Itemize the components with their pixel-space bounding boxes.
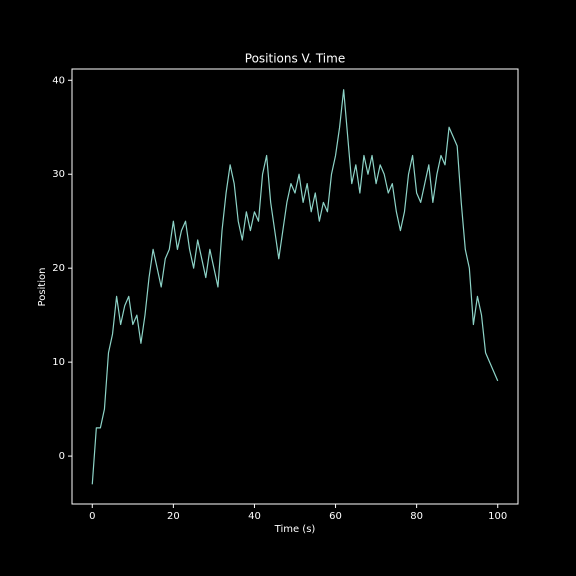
y-axis-label: Position [37,268,48,307]
y-tick-label: 0 [59,451,65,462]
x-tick-label: 80 [410,511,423,522]
y-tick-label: 10 [52,357,65,368]
plot-frame [71,68,519,505]
y-tick-label: 30 [52,169,65,180]
x-tick-label: 60 [329,511,342,522]
x-axis-label: Time (s) [274,524,316,535]
x-tick-label: 0 [89,511,95,522]
y-tick-label: 20 [52,263,65,274]
data-line [91,89,499,485]
x-tick-label: 100 [488,511,507,522]
x-tick-label: 40 [248,511,261,522]
y-tick-label: 40 [52,75,65,86]
x-tick-label: 20 [167,511,180,522]
chart-title: Positions V. Time [245,52,345,66]
